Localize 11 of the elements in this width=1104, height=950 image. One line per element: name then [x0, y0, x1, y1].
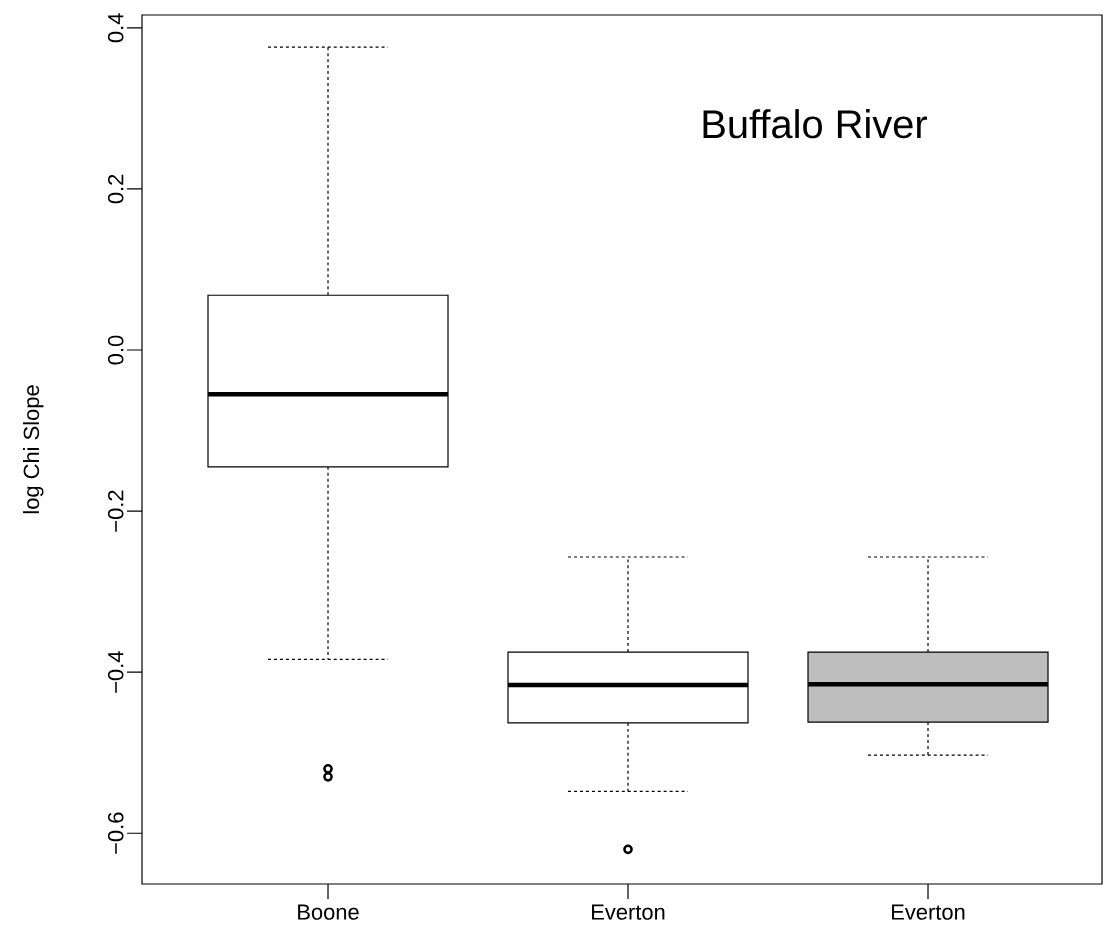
y-tick-label: −0.2	[107, 490, 124, 532]
x-tick-label: Boone	[298, 904, 359, 920]
y-tick-label: 0.0	[107, 335, 124, 365]
y-tick-label: 0.4	[107, 13, 124, 43]
y-axis-title: log Chi Slope	[23, 385, 44, 514]
x-tick-label: Everton	[592, 904, 665, 920]
x-tick-label: Everton	[892, 904, 965, 920]
text: Buffalo River	[703, 109, 927, 139]
y-tick-label: −0.6	[107, 812, 124, 854]
y-tick-label: −0.4	[107, 651, 124, 693]
y-tick-label: 0.2	[107, 174, 124, 204]
